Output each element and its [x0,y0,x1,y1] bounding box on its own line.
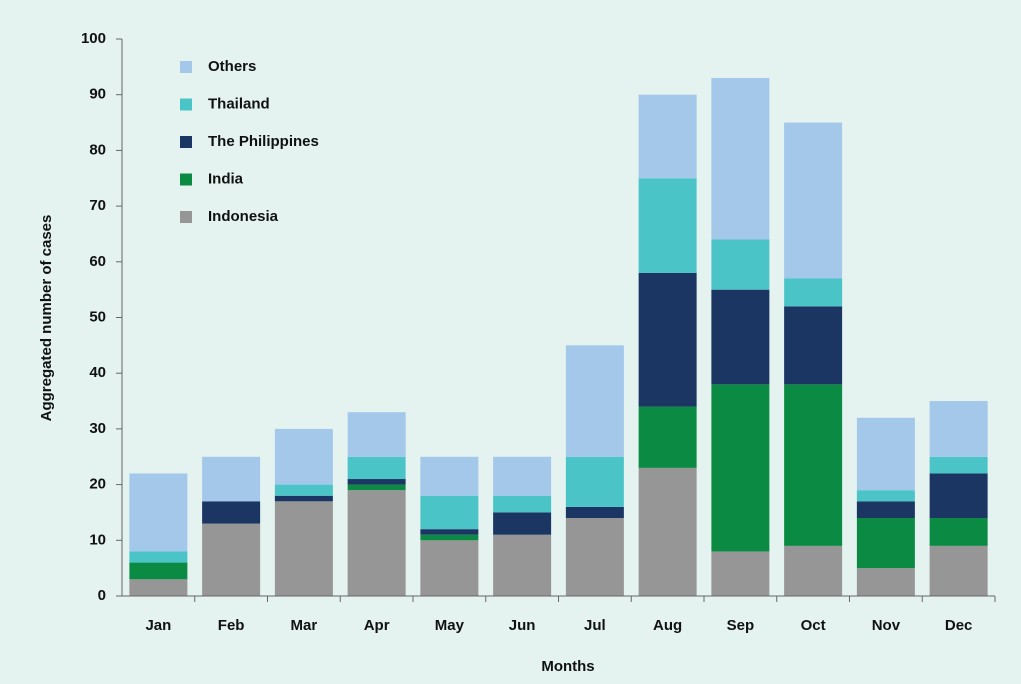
bar-segment [129,473,188,552]
bar-segment [565,345,624,457]
y-tick-label: 80 [89,141,106,158]
legend-swatch [180,61,192,73]
bar-segment [129,562,188,580]
bar-segment [856,501,915,519]
x-tick-label: Sep [727,617,755,634]
legend-swatch [180,98,192,111]
bar-segment [784,278,843,307]
bar-segment [129,551,188,563]
x-tick-label: Feb [218,617,245,634]
bar-segment [929,401,988,457]
bar-segment [929,545,988,596]
bar-segment [565,518,624,596]
x-tick-label: Apr [364,617,390,634]
y-tick-label: 50 [89,308,106,325]
bar-segment [784,545,843,596]
bar-segment [565,456,624,507]
bar-segment [347,490,406,596]
bar-segment [784,306,843,385]
bar-segment [929,473,988,519]
x-tick-label: Mar [291,617,318,634]
x-tick-label: Jan [145,617,171,634]
bar-segment [565,506,624,519]
bar-segment [202,523,261,596]
bar-segment [711,551,770,596]
bar-segment [711,77,770,240]
bar-segment [638,406,697,468]
bar-segment [347,484,406,491]
bar-segment [420,534,479,541]
y-tick-label: 70 [89,197,106,214]
bar-segment [202,501,261,524]
y-axis-label: Aggregated number of cases [38,215,55,422]
x-axis-label: Months [541,658,594,675]
bar-segment [493,456,552,496]
y-tick-label: 100 [81,30,106,47]
bar-segment [274,484,333,496]
bar-segment [856,568,915,596]
bar-segment [711,239,770,290]
x-tick-label: Jul [584,617,606,634]
legend-label: Thailand [208,95,270,112]
bar-segment [856,490,915,502]
legend-label: India [208,170,244,187]
bar-segment [420,529,479,535]
bar-segment [856,417,915,491]
x-tick-label: Jun [509,617,536,634]
bar-segment [129,579,188,596]
bar-segment [493,495,552,513]
y-tick-label: 30 [89,420,106,437]
bar-segment [638,94,697,179]
bar-segment [493,512,552,535]
bar-segment [856,518,915,569]
bar-segment [420,540,479,596]
x-tick-label: Dec [945,617,973,634]
bar-segment [638,178,697,273]
bar-segment [274,501,333,596]
y-tick-label: 40 [89,364,106,381]
legend-label: Indonesia [208,208,279,225]
bar-segment [711,384,770,552]
y-tick-label: 90 [89,86,106,103]
bar-segment [274,428,333,485]
x-tick-label: Aug [653,617,682,634]
bar-segment [274,495,333,502]
y-tick-label: 10 [89,531,106,548]
legend-swatch [180,173,192,186]
bar-segment [347,479,406,485]
bar-segment [347,412,406,457]
bar-segment [784,384,843,546]
x-tick-label: Oct [801,617,826,634]
legend-label: Others [208,58,256,75]
bar-segment [493,534,552,596]
bar-segment [347,456,406,480]
bar-segment [420,456,479,496]
y-tick-label: 20 [89,476,106,493]
legend-swatch [180,136,192,148]
bar-segment [929,456,988,474]
legend-swatch [180,211,192,223]
bar-segment [420,495,479,530]
x-tick-label: Nov [872,617,901,634]
bar-segment [784,122,843,279]
y-tick-label: 0 [98,587,106,604]
legend-label: The Philippines [208,133,319,150]
x-tick-label: May [435,617,465,634]
bar-segment [638,467,697,596]
y-tick-label: 60 [89,253,106,270]
bar-segment [929,518,988,546]
bar-segment [711,289,770,385]
bar-segment [202,456,261,502]
bar-segment [638,272,697,407]
